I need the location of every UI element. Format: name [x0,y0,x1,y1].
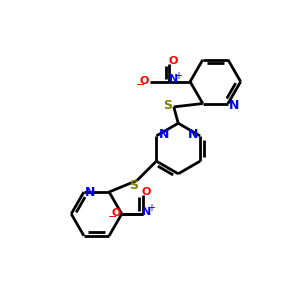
Text: S: S [130,179,139,192]
Text: N: N [188,128,198,142]
Text: N: N [169,74,178,84]
Text: O: O [168,56,178,66]
Text: O: O [141,187,151,197]
Text: N: N [142,206,151,217]
Text: O: O [140,76,149,86]
Text: +: + [147,203,155,213]
Text: S: S [163,99,172,112]
Text: −: − [136,80,145,90]
Text: −: − [108,212,117,222]
Text: O: O [112,208,121,218]
Text: N: N [159,128,169,142]
Text: N: N [85,186,96,200]
Text: +: + [174,71,182,81]
Text: N: N [230,98,240,112]
